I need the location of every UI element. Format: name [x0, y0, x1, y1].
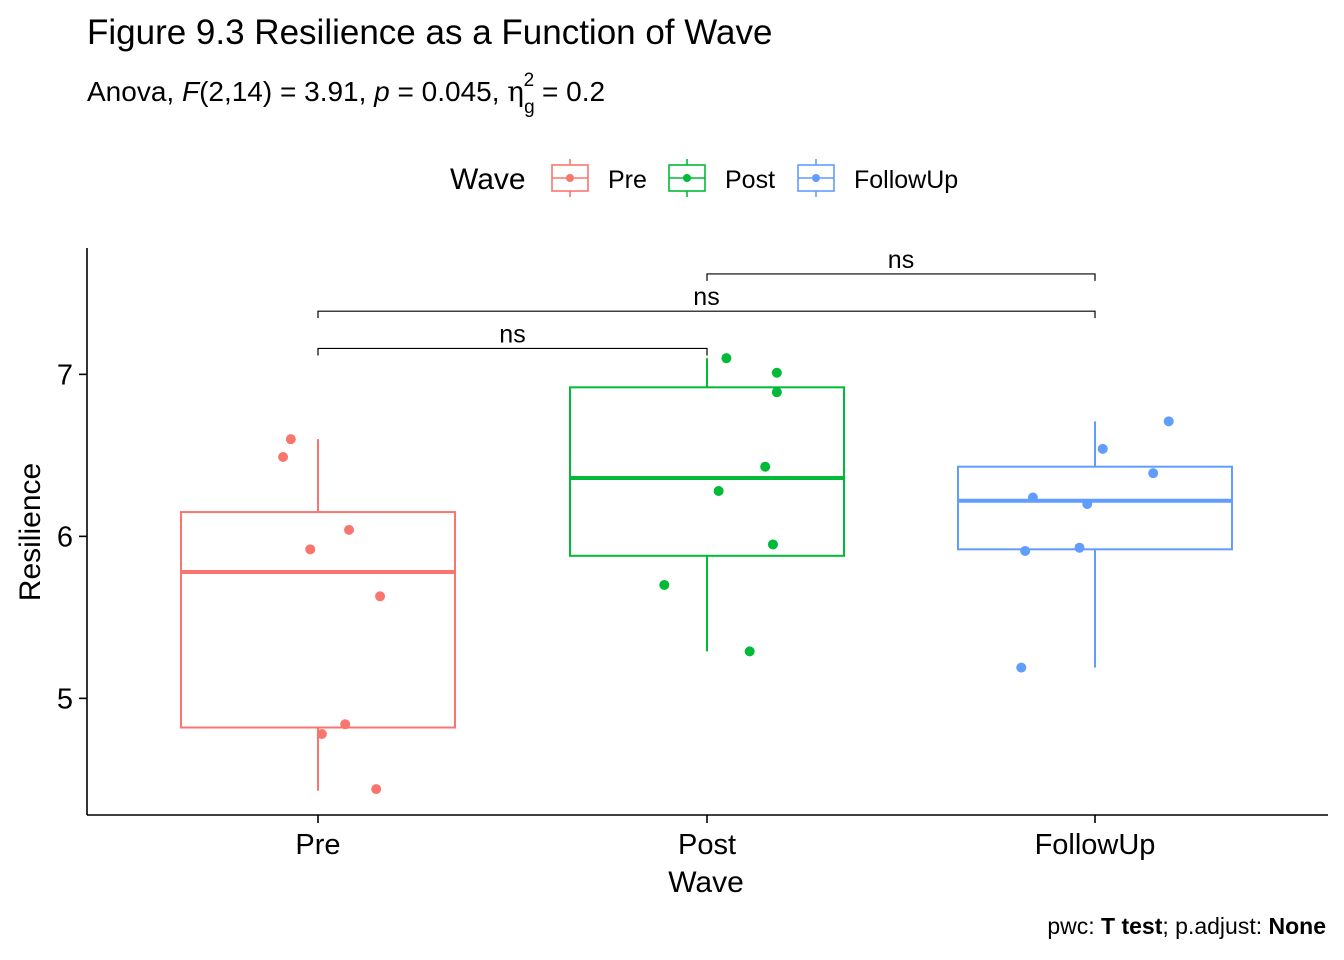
legend-item-followup: FollowUp: [797, 159, 958, 197]
bracket-pre-post: ns: [317, 320, 708, 356]
legend-label-followup: FollowUp: [854, 166, 958, 194]
legend-key-dot-pre: [566, 174, 574, 182]
point-followup-8: [1016, 662, 1027, 673]
box-post: [569, 358, 845, 652]
point-post-2: [771, 367, 782, 378]
y-tick-label-5: 5: [57, 683, 73, 715]
x-axis-ticks: Pre Post FollowUp: [295, 815, 1155, 861]
chart-caption: pwc: T test; p.adjust: None: [1047, 913, 1326, 939]
data-points: [278, 353, 1174, 795]
point-pre-7: [316, 729, 327, 739]
legend-key-dot-followup: [812, 174, 820, 182]
point-post-7: [659, 579, 670, 590]
bracket-line-2: [317, 310, 1096, 319]
box-iqr-followup: [957, 465, 1233, 551]
legend-key-dot-post: [683, 174, 691, 182]
bracket-label-1: ns: [499, 320, 525, 348]
chart-title: Figure 9.3 Resilience as a Function of W…: [87, 13, 772, 52]
bracket-pre-followup: ns: [317, 283, 1096, 319]
box-pre: [180, 439, 456, 791]
point-post-6: [767, 539, 778, 550]
legend-label-pre: Pre: [608, 166, 647, 194]
point-pre-6: [340, 719, 351, 730]
point-pre-4: [305, 544, 316, 555]
legend-item-post: Post: [668, 159, 775, 197]
legend-item-pre: Pre: [551, 159, 647, 197]
box-followup: [957, 421, 1233, 668]
point-followup-6: [1074, 542, 1085, 553]
bracket-line-1: [317, 347, 708, 356]
point-pre-5: [375, 591, 386, 602]
bracket-label-2: ns: [693, 283, 719, 311]
bracket-label-3: ns: [888, 246, 914, 274]
legend: Wave Pre Post FollowUp: [450, 159, 958, 197]
legend-title: Wave: [450, 163, 526, 196]
point-pre-3: [344, 524, 355, 535]
point-followup-7: [1020, 545, 1031, 556]
point-pre-8: [371, 784, 382, 795]
boxes: [180, 358, 1233, 791]
point-post-8: [744, 646, 755, 657]
y-axis-label: Resilience: [14, 463, 47, 601]
x-tick-label-pre: Pre: [295, 829, 340, 861]
axes: 5 6 7 Pre Post FollowUp: [57, 248, 1328, 861]
x-axis-label: Wave: [668, 866, 744, 899]
y-tick-label-6: 6: [57, 521, 73, 553]
point-followup-2: [1097, 443, 1108, 454]
chart-subtitle: Anova, F(2,14) = 3.91, p = 0.045, ηg2 = …: [87, 70, 605, 118]
bracket-post-followup: ns: [706, 246, 1096, 281]
box-iqr-post: [569, 386, 845, 557]
box-iqr-pre: [180, 511, 456, 729]
y-axis-ticks: 5 6 7: [57, 359, 87, 715]
x-tick-label-post: Post: [678, 829, 736, 861]
point-followup-3: [1148, 468, 1159, 479]
point-post-5: [713, 486, 724, 496]
legend-label-post: Post: [725, 166, 775, 194]
point-pre-2: [278, 451, 289, 462]
comparison-brackets: ns ns ns: [317, 246, 1096, 356]
point-followup-4: [1027, 492, 1038, 503]
point-post-1: [721, 353, 732, 364]
bracket-line-3: [706, 273, 1096, 281]
x-tick-label-followup: FollowUp: [1035, 829, 1156, 861]
point-followup-1: [1163, 416, 1174, 427]
point-post-4: [760, 461, 771, 472]
point-post-3: [771, 387, 782, 398]
y-tick-label-7: 7: [57, 359, 73, 391]
point-pre-1: [285, 434, 296, 445]
point-followup-5: [1082, 498, 1093, 509]
